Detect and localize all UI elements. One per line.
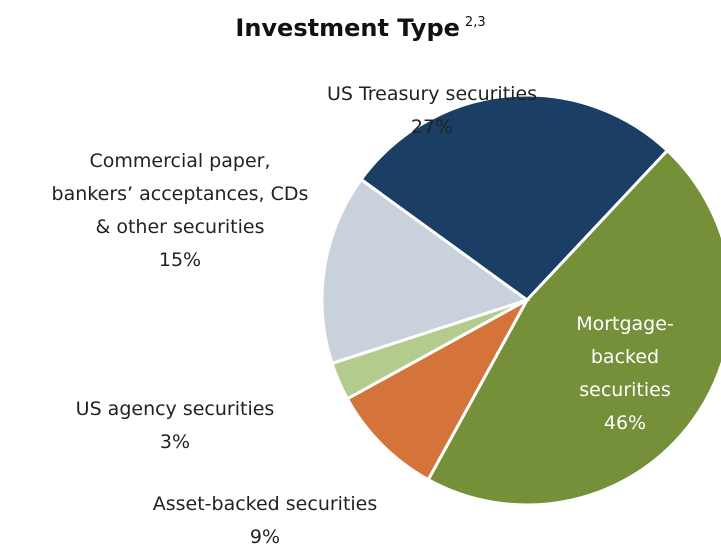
pie-slice (359, 93, 670, 302)
slice-value-label: 27% (410, 116, 454, 138)
pie-slice (345, 296, 531, 482)
pie-slice (426, 148, 721, 507)
title-superscript: 2,3 (464, 15, 486, 30)
slice-label: Asset-backed securities (152, 493, 378, 515)
chart-title: Investment Type (235, 14, 460, 42)
chart-title-block: Investment Type 2,3 (0, 14, 721, 42)
slice-label: Mortgage- backed securities (576, 313, 674, 401)
slice-label: US agency securities (75, 398, 275, 420)
slice-value-label: 9% (249, 526, 281, 548)
slice-label: US Treasury securities (326, 83, 538, 105)
slice-value-label: 46% (603, 412, 647, 434)
slice-label: Commercial paper, bankers’ acceptances, … (51, 150, 309, 238)
slice-value-label: 15% (158, 249, 202, 271)
pie-slice (320, 177, 531, 366)
slice-value-label: 3% (159, 431, 191, 453)
